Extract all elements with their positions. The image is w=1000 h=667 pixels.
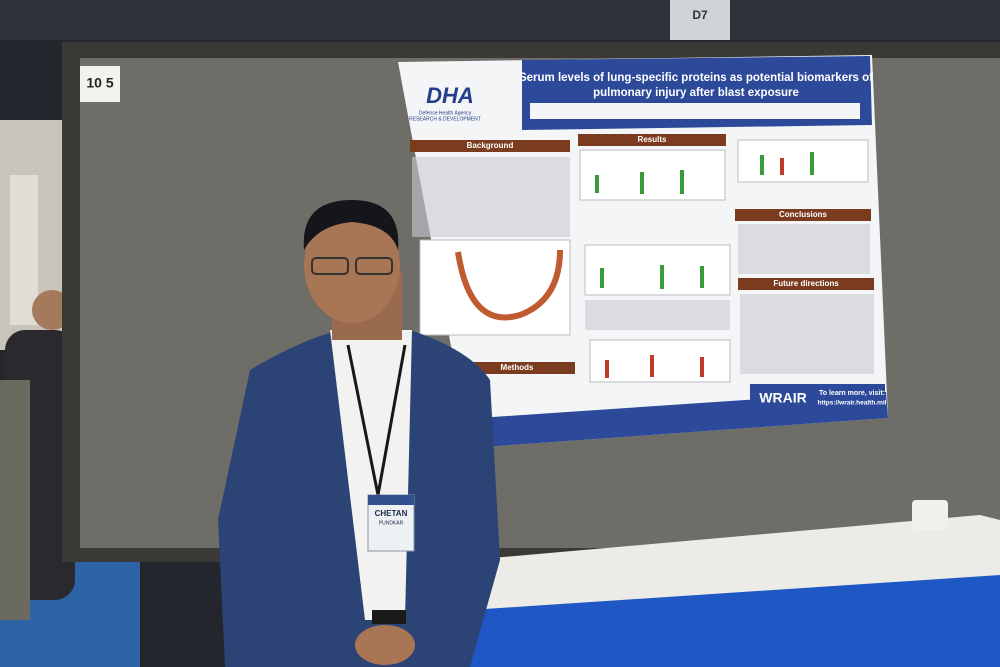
section-header-bg xyxy=(735,209,871,221)
booth-number: 10 5 xyxy=(86,75,113,91)
logo-line: Defense Health Agency xyxy=(419,110,472,116)
text-block xyxy=(738,224,870,274)
figure-panel xyxy=(579,149,726,201)
section-header: Methods xyxy=(501,363,534,372)
author-strip xyxy=(530,103,860,119)
cup xyxy=(912,500,948,530)
text-block xyxy=(740,294,874,374)
section-header: Results xyxy=(638,135,667,144)
section-header: Background xyxy=(467,141,514,150)
text-block xyxy=(585,300,730,330)
bystander-left xyxy=(0,380,30,620)
mini-bar xyxy=(700,266,704,288)
mini-bar xyxy=(640,172,644,194)
poster-title-line: Serum levels of lung-specific proteins a… xyxy=(519,72,873,84)
table-skirt xyxy=(470,575,1000,667)
figure-panel xyxy=(584,244,731,296)
logo-name: DHA xyxy=(426,83,474,108)
footer-url: https://wrair.health.mil xyxy=(818,400,887,407)
section-header: Conclusions xyxy=(779,210,828,219)
hair xyxy=(303,200,399,250)
badge-first-name: CHETAN xyxy=(375,509,408,518)
footer-box xyxy=(750,384,885,414)
mini-bar xyxy=(680,170,684,194)
text-block xyxy=(412,157,570,237)
belt xyxy=(372,610,406,624)
logo-line: RESEARCH & DEVELOPMENT xyxy=(409,116,481,122)
section-header: Future directions xyxy=(773,279,839,288)
pillar xyxy=(10,175,38,325)
mini-bar xyxy=(760,155,764,175)
glasses-right xyxy=(355,257,393,275)
badge-last-name: PUNDKAR xyxy=(379,520,404,526)
hands xyxy=(355,625,415,665)
footer-link-text: To learn more, visit: xyxy=(819,390,885,397)
mini-bar xyxy=(650,355,654,377)
section-header-bg xyxy=(460,362,575,374)
mini-bar xyxy=(700,357,704,377)
section-header-bg xyxy=(578,134,726,146)
hanging-sign xyxy=(670,0,730,40)
badge-header xyxy=(368,495,414,505)
mini-bar xyxy=(660,265,664,289)
ceiling xyxy=(0,0,1000,40)
mini-bars xyxy=(605,158,784,378)
mini-bar xyxy=(605,360,609,378)
mini-bar xyxy=(600,268,604,288)
footer-org: WRAIR xyxy=(759,390,806,406)
diagram-vessel xyxy=(455,249,563,321)
mini-bar xyxy=(595,175,599,193)
section-header-bg xyxy=(738,278,874,290)
mini-bar xyxy=(810,152,814,175)
figure-panel xyxy=(589,339,731,383)
mini-bar xyxy=(780,158,784,175)
figure-panel xyxy=(737,139,869,183)
mini-bars xyxy=(595,152,814,289)
poster-title-line: pulmonary injury after blast exposure xyxy=(593,87,799,99)
glasses-left xyxy=(311,257,349,275)
section-header-bg xyxy=(410,140,570,152)
face xyxy=(304,207,400,323)
booth-card xyxy=(80,66,120,102)
figure-diagram xyxy=(419,239,571,336)
sign-text: D7 xyxy=(692,8,708,22)
